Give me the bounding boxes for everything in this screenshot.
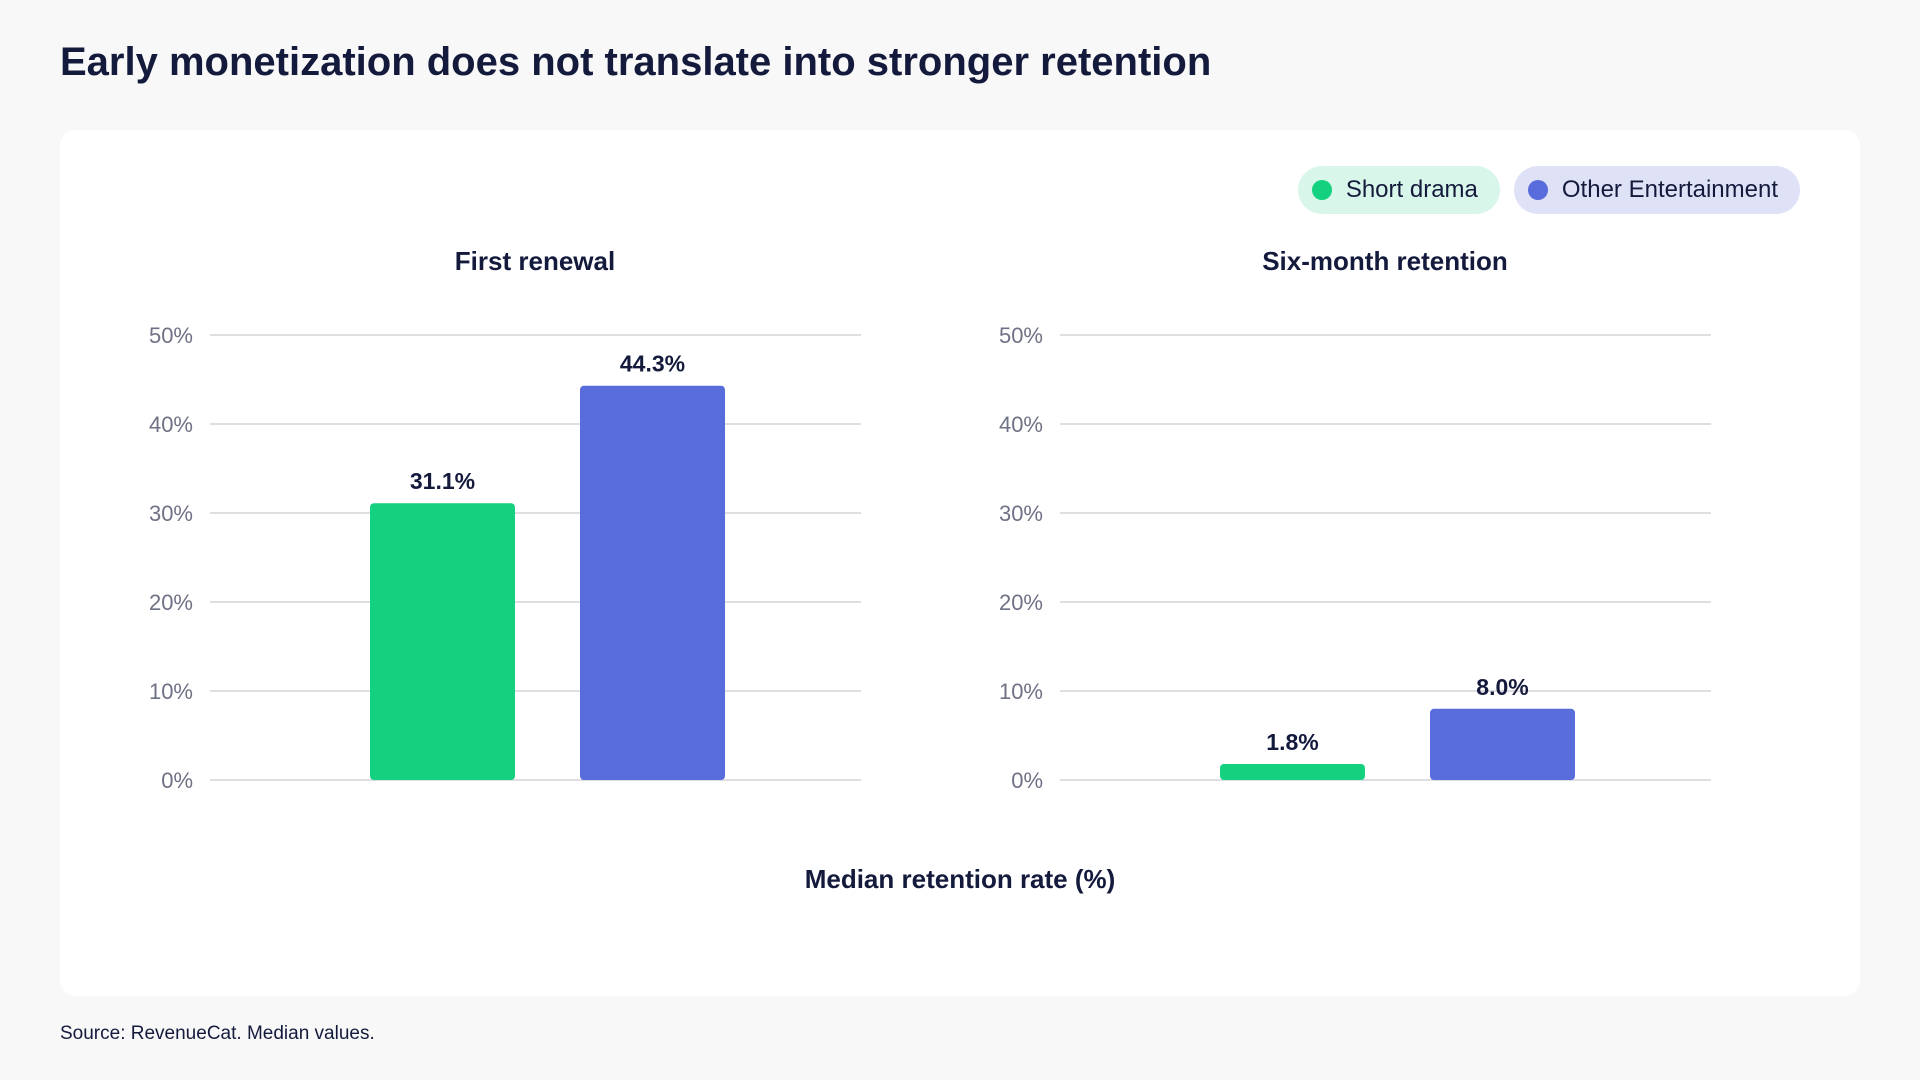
y-tick-label: 0%: [1011, 768, 1043, 793]
source-note: Source: RevenueCat. Median values.: [60, 1023, 375, 1044]
y-tick-label: 40%: [149, 412, 193, 437]
legend: Short drama Other Entertainment: [1297, 166, 1800, 214]
bar-other-entertainment: [1430, 708, 1575, 780]
data-label-other-entertainment: 44.3%: [620, 351, 685, 377]
chart-title: Six-month retention: [1262, 246, 1508, 276]
legend-label-short-drama: Short drama: [1345, 176, 1478, 203]
data-label-short-drama: 31.1%: [410, 468, 475, 494]
data-label-short-drama: 1.8%: [1266, 729, 1318, 755]
bar-short-drama: [1220, 763, 1365, 780]
chart-panel-1: First renewal 0% 10% 20% 30% 40% 50% 31.1% 44.3%: [149, 246, 861, 793]
data-label-other-entertainment: 8.0%: [1476, 674, 1528, 700]
legend-swatch-short-drama: [1311, 180, 1332, 200]
x-axis-caption: Median retention rate (%): [804, 864, 1116, 894]
y-tick-label: 50%: [149, 323, 193, 348]
bar-short-drama: [370, 503, 515, 780]
chart-title: First renewal: [455, 246, 615, 276]
y-tick-label: 30%: [999, 501, 1043, 526]
bar-other-entertainment: [580, 385, 725, 780]
y-tick-label: 50%: [999, 323, 1043, 348]
y-tick-label: 0%: [161, 768, 193, 793]
legend-item-other-entertainment: Other Entertainment: [1513, 166, 1800, 214]
legend-label-other-entertainment: Other Entertainment: [1561, 176, 1778, 203]
y-tick-label: 10%: [999, 679, 1043, 704]
legend-swatch-other-entertainment: [1527, 180, 1548, 200]
legend-item-short-drama: Short drama: [1297, 166, 1500, 214]
y-tick-label: 30%: [149, 501, 193, 526]
y-tick-label: 10%: [149, 679, 193, 704]
y-tick-label: 40%: [999, 412, 1043, 437]
page-title: Early monetization does not translate in…: [60, 40, 1212, 84]
y-tick-label: 20%: [999, 590, 1043, 615]
chart-panel-2: Six-month retention 0% 10% 20% 30% 40% 50% 1.8%…: [999, 246, 1711, 793]
charts-svg: First renewal 0% 10% 20% 30% 40% 50% 31.1% 44.3%…: [149, 246, 1711, 793]
chart-card: Short drama Other Entertainment First re…: [60, 130, 1860, 996]
y-tick-label: 20%: [149, 590, 193, 615]
